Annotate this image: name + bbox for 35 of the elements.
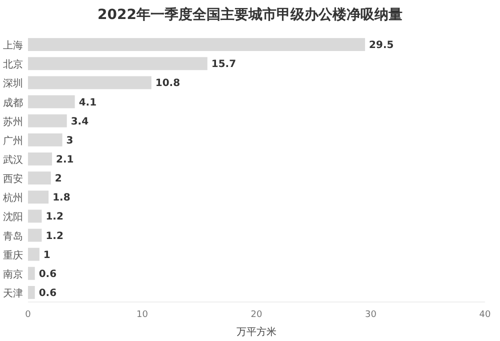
y-tick-label: 广州 <box>3 134 23 147</box>
data-label: 3.4 <box>70 116 89 128</box>
y-tick-label: 青岛 <box>3 230 23 242</box>
y-tick-label: 西安 <box>3 173 23 186</box>
x-tick-label: 30 <box>365 310 377 320</box>
y-tick-label: 成都 <box>3 96 23 109</box>
y-tick-label: 北京 <box>3 58 23 71</box>
x-axis-title: 万平方米 <box>236 326 276 338</box>
data-label: 0.6 <box>38 288 57 299</box>
x-tick-label: 0 <box>25 310 32 320</box>
data-label: 2 <box>54 174 62 185</box>
data-label: 1 <box>43 250 50 261</box>
y-tick-label: 重庆 <box>3 249 23 262</box>
data-label: 1.2 <box>46 230 64 242</box>
x-tick-label: 20 <box>250 310 262 320</box>
y-tick-label: 杭州 <box>2 192 23 204</box>
y-tick-label: 南京 <box>3 268 23 280</box>
data-label: 1.8 <box>52 192 70 204</box>
y-tick-label: 上海 <box>3 40 23 52</box>
data-label: 1.2 <box>46 212 64 223</box>
y-tick-label: 天津 <box>3 287 23 300</box>
y-tick-label: 武汉 <box>3 154 23 166</box>
y-tick-label: 深圳 <box>3 78 23 90</box>
x-tick-label: 40 <box>479 310 491 320</box>
data-label: 15.7 <box>211 59 236 70</box>
data-label: 29.5 <box>369 40 394 52</box>
y-tick-label: 苏州 <box>3 116 23 128</box>
data-label: 0.6 <box>38 268 57 280</box>
data-label: 10.8 <box>155 78 180 90</box>
data-label: 3 <box>66 135 74 146</box>
chart-title: 2022年一季度全国主要城市甲级办公楼净吸纳量 <box>98 6 402 23</box>
x-tick-label: 10 <box>136 310 148 320</box>
data-label: 2.1 <box>56 154 74 166</box>
y-tick-label: 沈阳 <box>3 211 23 224</box>
data-label: 4.1 <box>78 97 97 108</box>
